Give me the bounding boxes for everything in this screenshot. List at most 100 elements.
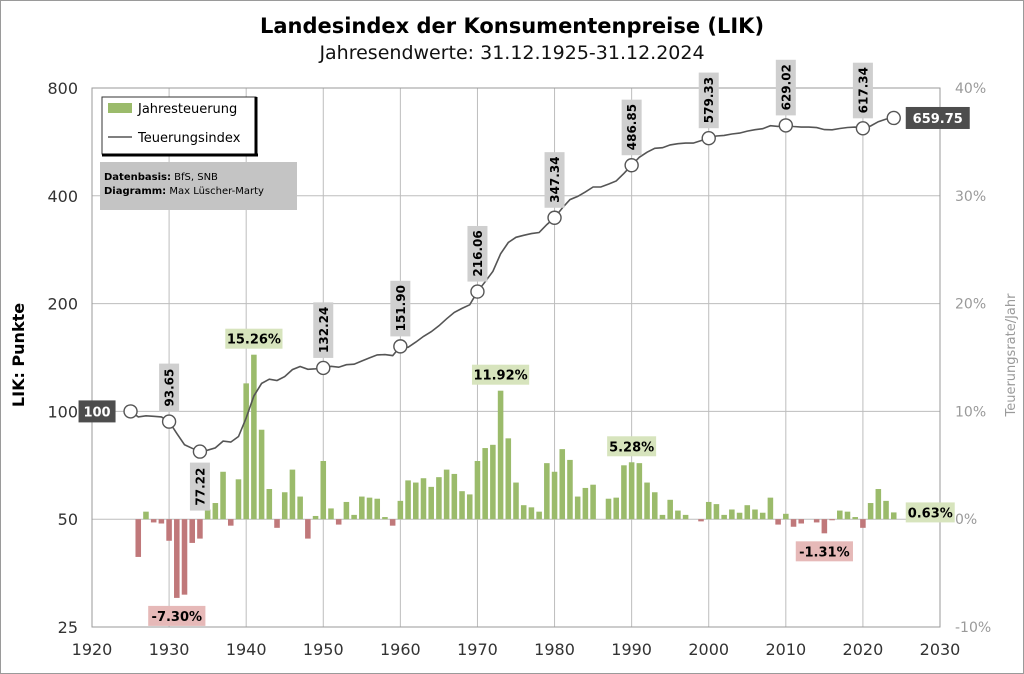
index-label-box: [313, 302, 334, 358]
y-right-tick-label: 30%: [955, 189, 986, 205]
bar: [713, 504, 720, 520]
y-right-tick-label: 0%: [955, 512, 977, 528]
rate-label: 11.92%: [474, 369, 528, 384]
y-left-tick-label: 800: [47, 79, 78, 98]
bar: [705, 501, 712, 520]
data-labels: 100 93.65 77.22 132.24 151.90 216.06 347.34 486…: [78, 59, 970, 626]
rate-label-box: [225, 328, 283, 349]
index-markers: [123, 110, 901, 459]
bar: [235, 479, 242, 520]
bar: [305, 519, 311, 539]
bar: [659, 514, 666, 520]
line-series-teuerungsindex: [130, 117, 894, 453]
rate-label-box: [607, 436, 657, 457]
index-label: 77.22: [193, 468, 207, 506]
index-label: 617.34: [856, 67, 870, 113]
bar: [821, 519, 828, 534]
bar: [567, 459, 573, 520]
index-label-box: [852, 62, 873, 119]
y-right-tick-label: -10%: [955, 620, 991, 636]
y-left-tick-label: 100: [47, 402, 78, 421]
source-note-line1-value: BfS, SNB: [171, 172, 218, 183]
bar: [466, 494, 473, 520]
rate-label: -7.30%: [152, 610, 203, 625]
plot-area-border: [91, 87, 941, 628]
bar: [366, 497, 373, 520]
index-marker: [161, 414, 177, 429]
bar: [174, 519, 180, 598]
bar: [497, 390, 504, 520]
bar: [328, 508, 334, 520]
bar: [135, 519, 142, 557]
bar: [227, 519, 234, 526]
bar: [628, 462, 635, 520]
legend-box: [101, 96, 257, 155]
x-tick-label: 1930: [149, 640, 190, 659]
index-label-box: [467, 225, 488, 282]
index-marker: [123, 404, 138, 419]
bar: [644, 482, 650, 520]
index-label: 100: [83, 405, 110, 420]
y-right-tick-label: 40%: [955, 81, 986, 97]
x-tick-label: 1950: [303, 640, 344, 659]
source-note: Datenbasis: BfS, SNB Diagramm: Max Lüsch…: [100, 162, 297, 210]
legend: Jahresteuerung Teuerungsindex: [101, 96, 258, 157]
rate-label-box: [471, 364, 530, 385]
index-line: [130, 117, 894, 453]
bar: [428, 486, 434, 520]
bar: [343, 501, 350, 520]
index-label-box: [390, 280, 411, 337]
bar: [783, 513, 789, 520]
bar: [698, 519, 704, 522]
index-label: 216.06: [471, 230, 485, 276]
rate-label: -1.31%: [799, 545, 850, 560]
bar: [335, 519, 342, 525]
bar: [551, 471, 558, 520]
index-label-box: [189, 462, 210, 511]
bar: [266, 489, 273, 520]
bar: [482, 448, 488, 520]
index-marker: [855, 121, 871, 136]
index-label: 486.85: [625, 104, 639, 150]
bar: [682, 514, 689, 520]
bar: [490, 444, 496, 520]
index-label-box: [78, 400, 116, 423]
index-label-box: [905, 106, 970, 129]
index-marker: [393, 339, 408, 354]
bar: [158, 519, 165, 524]
bar: [574, 496, 581, 520]
x-tick-label: 1920: [72, 640, 113, 659]
axes: 25 50 100 200 400 800 -10% 0% 10% 20% 30% 40% 1920 19…: [47, 79, 991, 659]
bar: [837, 510, 843, 520]
bar: [536, 511, 542, 520]
bar: [729, 509, 735, 520]
index-marker: [547, 210, 562, 225]
bar: [197, 519, 203, 539]
bar: [258, 429, 265, 520]
bar: [736, 512, 743, 520]
bar: [513, 482, 519, 520]
bar: [320, 460, 327, 520]
bar: [829, 519, 835, 521]
bar: [474, 460, 481, 520]
y-left-tick-label: 400: [47, 187, 78, 206]
bar: [166, 519, 172, 541]
bar-series-jahresteuerung: [135, 354, 897, 598]
bar: [243, 383, 249, 520]
bar: [143, 511, 149, 520]
source-note-line2: Diagramm: Max Lüscher-Marty: [104, 186, 264, 197]
bar: [883, 500, 889, 520]
bar: [667, 499, 673, 520]
bar: [590, 484, 596, 520]
bar: [220, 471, 226, 520]
bar: [251, 354, 257, 520]
bar: [459, 491, 465, 520]
bar: [297, 496, 303, 520]
x-tick-label: 2020: [843, 640, 884, 659]
index-marker: [192, 444, 208, 459]
bar: [767, 497, 774, 520]
y-axis-right-label: Teuerungsrate/Jahr: [1004, 293, 1019, 418]
bar: [405, 480, 411, 520]
bar: [420, 478, 427, 520]
